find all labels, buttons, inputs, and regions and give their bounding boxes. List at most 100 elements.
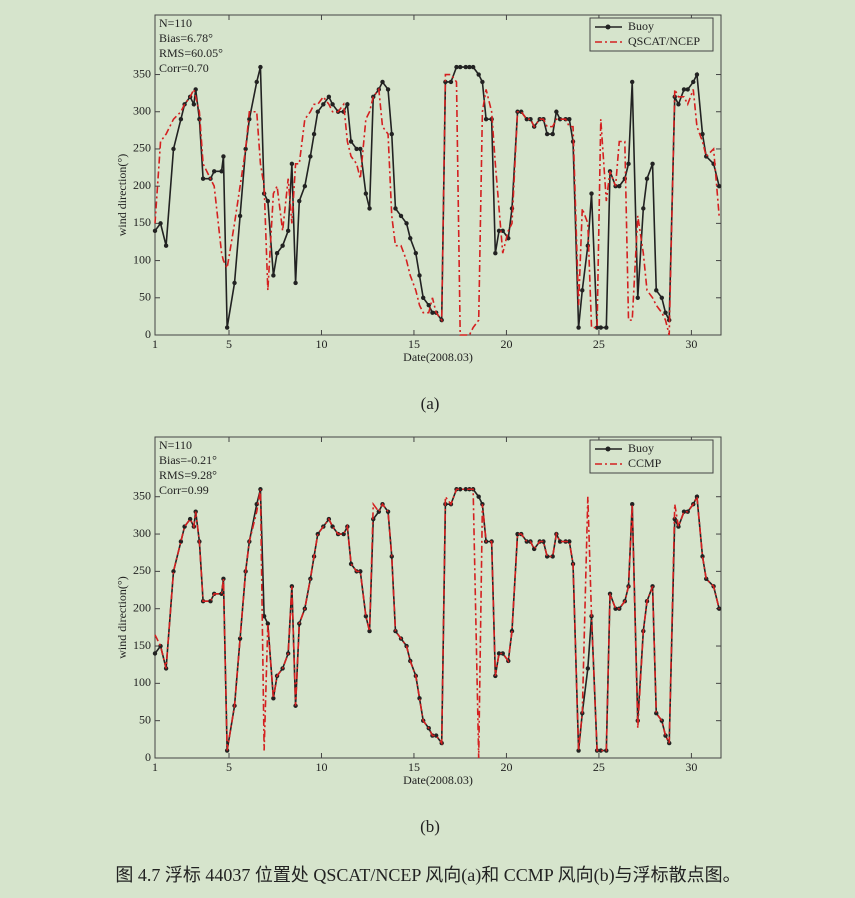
x-tick-label: 1 (152, 760, 158, 774)
data-point (315, 109, 320, 114)
data-point (626, 161, 631, 167)
data-point (302, 183, 308, 189)
data-point (237, 213, 243, 219)
stat-annotation: Corr=0.70 (159, 61, 209, 75)
series-line (154, 488, 720, 752)
data-point (580, 288, 585, 293)
y-tick-label: 50 (139, 712, 151, 726)
data-point (404, 221, 409, 226)
data-point (541, 539, 546, 544)
data-point (280, 243, 285, 248)
data-point (476, 72, 481, 77)
data-point (483, 116, 489, 122)
data-point (554, 109, 559, 114)
y-tick-label: 300 (133, 526, 151, 540)
data-point (663, 310, 668, 315)
data-point (515, 531, 520, 537)
data-point (635, 295, 640, 300)
series-line (154, 66, 720, 329)
data-point (589, 191, 594, 196)
x-tick-label: 10 (315, 337, 327, 351)
data-point (367, 206, 372, 211)
data-point (363, 191, 369, 196)
data-point (463, 487, 468, 492)
data-point (700, 554, 705, 559)
data-point (681, 87, 687, 92)
data-point (630, 79, 635, 85)
y-tick-label: 350 (133, 66, 151, 80)
data-point (321, 102, 326, 107)
data-point (348, 139, 354, 144)
data-point (163, 243, 169, 248)
data-point (326, 94, 332, 100)
x-tick-label: 25 (593, 760, 605, 774)
y-tick-label: 250 (133, 563, 151, 577)
data-point (417, 273, 422, 278)
data-point (700, 131, 705, 137)
data-point (448, 79, 454, 85)
data-point (694, 72, 700, 77)
data-point (704, 576, 709, 582)
data-point (265, 621, 271, 626)
x-axis-label: Date(2008.03) (403, 773, 473, 787)
data-point (152, 651, 158, 656)
data-point (550, 131, 555, 137)
data-point (219, 591, 224, 596)
data-point (254, 79, 259, 85)
data-point (311, 131, 317, 137)
data-point (567, 116, 572, 122)
data-point (330, 102, 335, 107)
data-point (528, 116, 533, 122)
data-point (433, 733, 439, 738)
data-point (524, 116, 529, 122)
data-point (421, 295, 426, 300)
data-point (224, 325, 230, 330)
y-tick-label: 0 (145, 750, 151, 764)
panel-label: (b) (420, 817, 440, 836)
data-point (598, 748, 603, 753)
data-point (237, 636, 243, 641)
data-point (389, 554, 394, 559)
y-tick-label: 50 (139, 290, 151, 304)
legend-box (589, 17, 714, 52)
data-point (430, 310, 435, 315)
data-point (358, 569, 363, 574)
stat-annotation: Corr=0.99 (159, 483, 209, 497)
data-point (315, 531, 320, 537)
y-axis-label: wind direction(°) (115, 576, 129, 658)
legend-label: Buoy (628, 441, 654, 455)
data-point (604, 325, 609, 330)
data-point (470, 64, 476, 70)
stat-annotation: N=110 (159, 16, 192, 30)
data-point (221, 154, 226, 159)
data-point (385, 87, 391, 92)
data-point (493, 250, 498, 256)
data-point (289, 161, 295, 167)
y-tick-label: 250 (133, 141, 151, 155)
x-tick-label: 20 (500, 337, 512, 351)
data-point (676, 524, 681, 529)
y-tick-label: 0 (145, 327, 151, 341)
data-point (171, 146, 176, 152)
panel-label: (a) (421, 394, 440, 413)
y-tick-label: 100 (133, 252, 151, 266)
data-point (232, 280, 237, 286)
x-tick-label: 5 (226, 337, 232, 351)
x-tick-label: 15 (408, 760, 420, 774)
stat-annotation: Bias=-0.21° (159, 453, 217, 467)
data-point (178, 116, 184, 122)
data-point (417, 696, 422, 701)
data-point (308, 154, 313, 159)
data-point (426, 303, 431, 308)
data-point (694, 494, 700, 499)
data-point (354, 146, 359, 152)
y-tick-label: 350 (133, 488, 151, 502)
x-tick-label: 25 (593, 337, 605, 351)
x-tick-label: 5 (226, 760, 232, 774)
data-point (641, 206, 646, 211)
data-point (191, 102, 197, 107)
data-point (716, 183, 722, 189)
y-tick-label: 200 (133, 600, 151, 614)
data-point (171, 569, 176, 574)
